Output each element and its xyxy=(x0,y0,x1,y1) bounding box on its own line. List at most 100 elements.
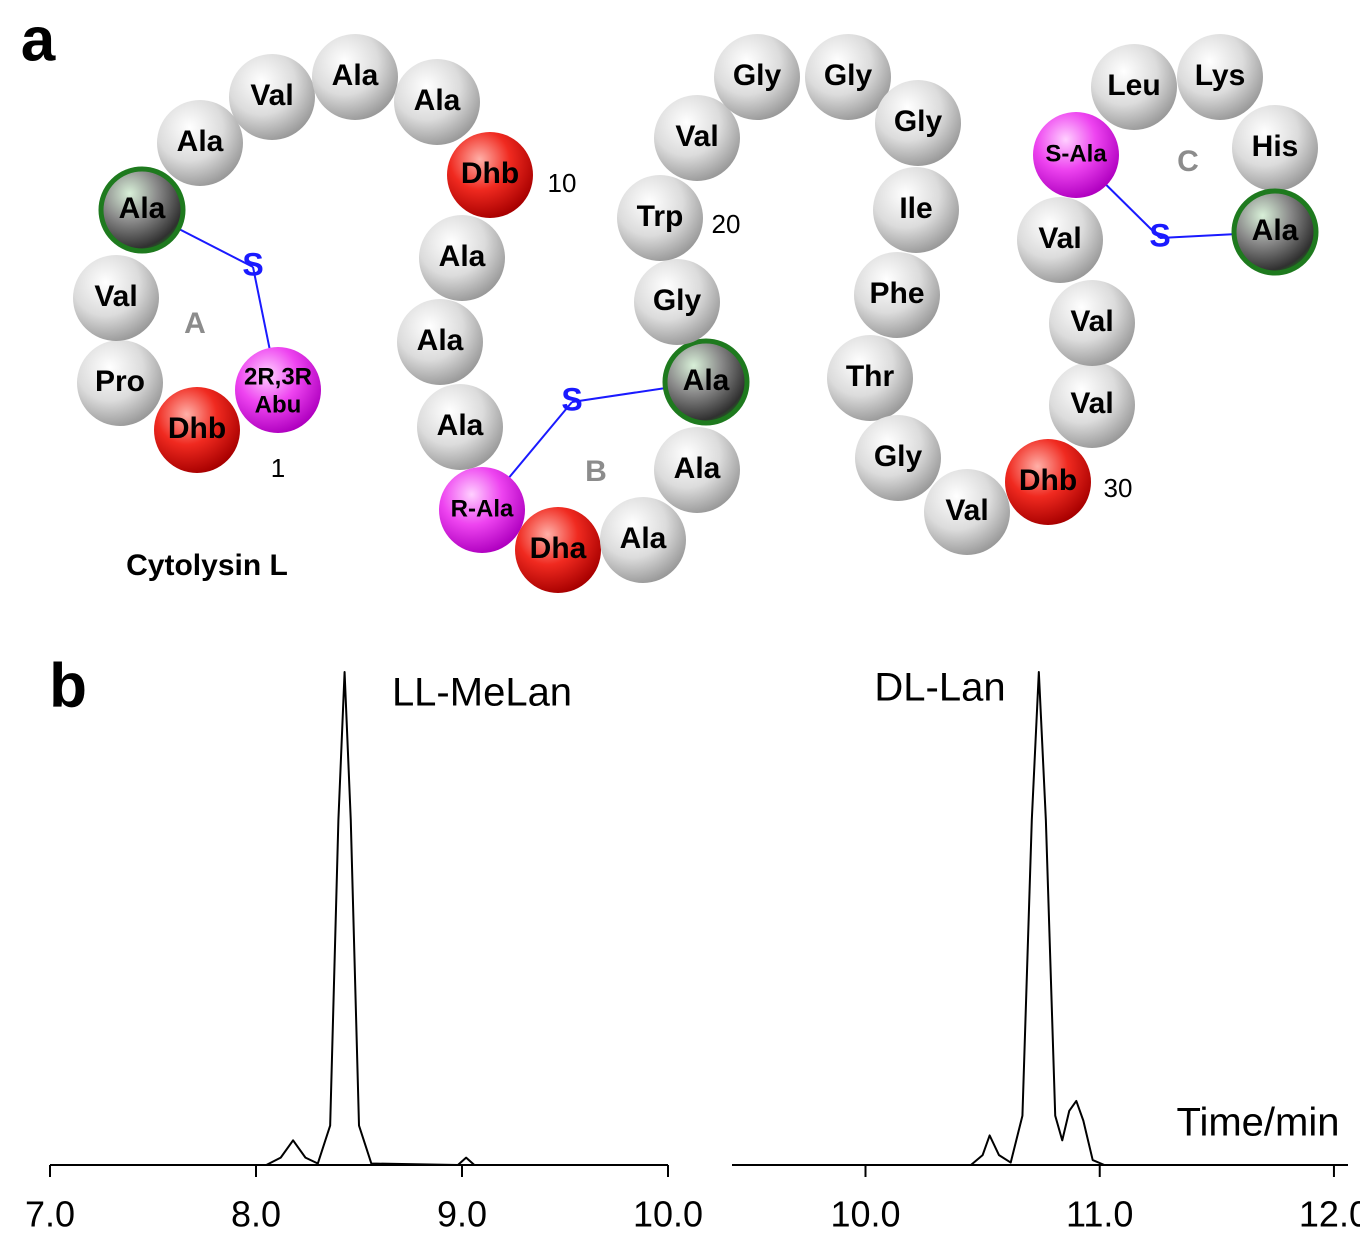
residue-number: 30 xyxy=(1104,473,1133,503)
residue-label: Ala xyxy=(414,84,461,117)
residue-ball xyxy=(714,34,800,120)
residue-ball xyxy=(1049,362,1135,448)
residue-label: Phe xyxy=(869,277,924,310)
residue-label: Gly xyxy=(733,59,782,92)
x-tick-label: 11.0 xyxy=(1066,1194,1133,1235)
residue-label: Gly xyxy=(824,59,873,92)
residue: Val xyxy=(924,469,1010,555)
panel-label: a xyxy=(21,5,56,74)
residue-label: Gly xyxy=(653,284,702,317)
residue: Leu xyxy=(1091,44,1177,130)
residue: Val xyxy=(1017,197,1103,283)
residue: Gly xyxy=(714,34,800,120)
sulfur-label: S xyxy=(1149,217,1170,253)
residue: Ala xyxy=(312,34,398,120)
residue-ball xyxy=(77,340,163,426)
residue-ball xyxy=(312,34,398,120)
residue: Ala xyxy=(157,100,243,186)
residue-ball xyxy=(235,347,321,433)
residue: Val xyxy=(654,95,740,181)
residue-ball xyxy=(1232,105,1318,191)
residue-label: Val xyxy=(1070,305,1113,338)
sulfur-label: S xyxy=(561,381,582,417)
residue-label: Gly xyxy=(894,105,943,138)
residue-label: Ala xyxy=(620,522,667,555)
residue-label: Thr xyxy=(846,360,895,393)
residue-label: Dhb xyxy=(168,412,226,445)
residue: Lys xyxy=(1177,34,1263,120)
residue: Val xyxy=(1049,362,1135,448)
residue-number: 1 xyxy=(271,453,285,483)
peak-annotation: DL-Lan xyxy=(874,666,1005,710)
residue-ball xyxy=(875,80,961,166)
residue-label: 2R,3R xyxy=(244,363,312,390)
residue-label: Val xyxy=(250,79,293,112)
chromatogram-trace xyxy=(50,671,668,1166)
chromatogram-trace xyxy=(732,671,1348,1166)
residue-ball xyxy=(855,415,941,501)
ring-label: A xyxy=(184,307,206,340)
residue-label: Ile xyxy=(899,192,932,225)
residue: Ile xyxy=(873,167,959,253)
residue-ball xyxy=(654,95,740,181)
residue-ball xyxy=(515,507,601,593)
residue-ball xyxy=(924,469,1010,555)
residue-label: Dhb xyxy=(1019,464,1077,497)
residue-ball xyxy=(617,175,703,261)
x-tick-label: 7.0 xyxy=(25,1194,75,1235)
residue: Ala xyxy=(417,384,503,470)
residue-ball xyxy=(154,387,240,473)
residue-label: Ala xyxy=(1252,214,1299,247)
residue-ball xyxy=(873,167,959,253)
residue-label: Dha xyxy=(530,532,587,565)
residue-label: Ala xyxy=(417,324,464,357)
residue: Ala xyxy=(397,299,483,385)
sulfur-label: S xyxy=(242,246,263,282)
residue-label: Val xyxy=(1070,387,1113,420)
residue-ball xyxy=(397,299,483,385)
residue: Ala xyxy=(98,166,186,254)
residue: Gly xyxy=(634,259,720,345)
residue: Ala xyxy=(600,497,686,583)
x-tick-label: 12.0 xyxy=(1299,1194,1360,1235)
residue-number: 20 xyxy=(712,209,741,239)
residue-ball xyxy=(1005,439,1091,525)
residue-ball xyxy=(654,427,740,513)
residue-ball xyxy=(1091,44,1177,130)
x-tick-label: 8.0 xyxy=(231,1194,281,1235)
residue-label: His xyxy=(1252,130,1299,163)
ring-label: B xyxy=(585,455,607,488)
residue: Val xyxy=(229,54,315,140)
residue: Gly xyxy=(875,80,961,166)
residue-ball xyxy=(394,59,480,145)
residue: Ala xyxy=(662,338,750,426)
panel-label: b xyxy=(49,651,87,720)
residue-label: Ala xyxy=(437,409,484,442)
ring-label: C xyxy=(1177,145,1199,178)
residue: Ala xyxy=(1231,188,1319,276)
residue-ball xyxy=(634,259,720,345)
residue-label: Ala xyxy=(674,452,721,485)
residue: Gly xyxy=(855,415,941,501)
residue-label: Ala xyxy=(439,240,486,273)
residue-ball xyxy=(417,384,503,470)
residue: Trp xyxy=(617,175,703,261)
peptide-name: Cytolysin L xyxy=(126,549,288,582)
residue-ball xyxy=(1231,188,1319,276)
residue-ball xyxy=(1017,197,1103,283)
residue-ball xyxy=(439,467,525,553)
residue: R-Ala xyxy=(439,467,525,553)
residue-label: Val xyxy=(675,120,718,153)
residue-ball xyxy=(854,252,940,338)
residue-ball xyxy=(157,100,243,186)
residue: Gly xyxy=(805,34,891,120)
residue: Val xyxy=(73,255,159,341)
residue-ball xyxy=(1049,280,1135,366)
residue-ball xyxy=(73,255,159,341)
residue-label: Val xyxy=(94,280,137,313)
residue-label: Abu xyxy=(255,391,302,418)
x-tick-label: 9.0 xyxy=(437,1194,487,1235)
residue-label: Ala xyxy=(683,364,730,397)
peak-annotation: LL-MeLan xyxy=(392,671,572,715)
residue-label: Trp xyxy=(637,200,684,233)
